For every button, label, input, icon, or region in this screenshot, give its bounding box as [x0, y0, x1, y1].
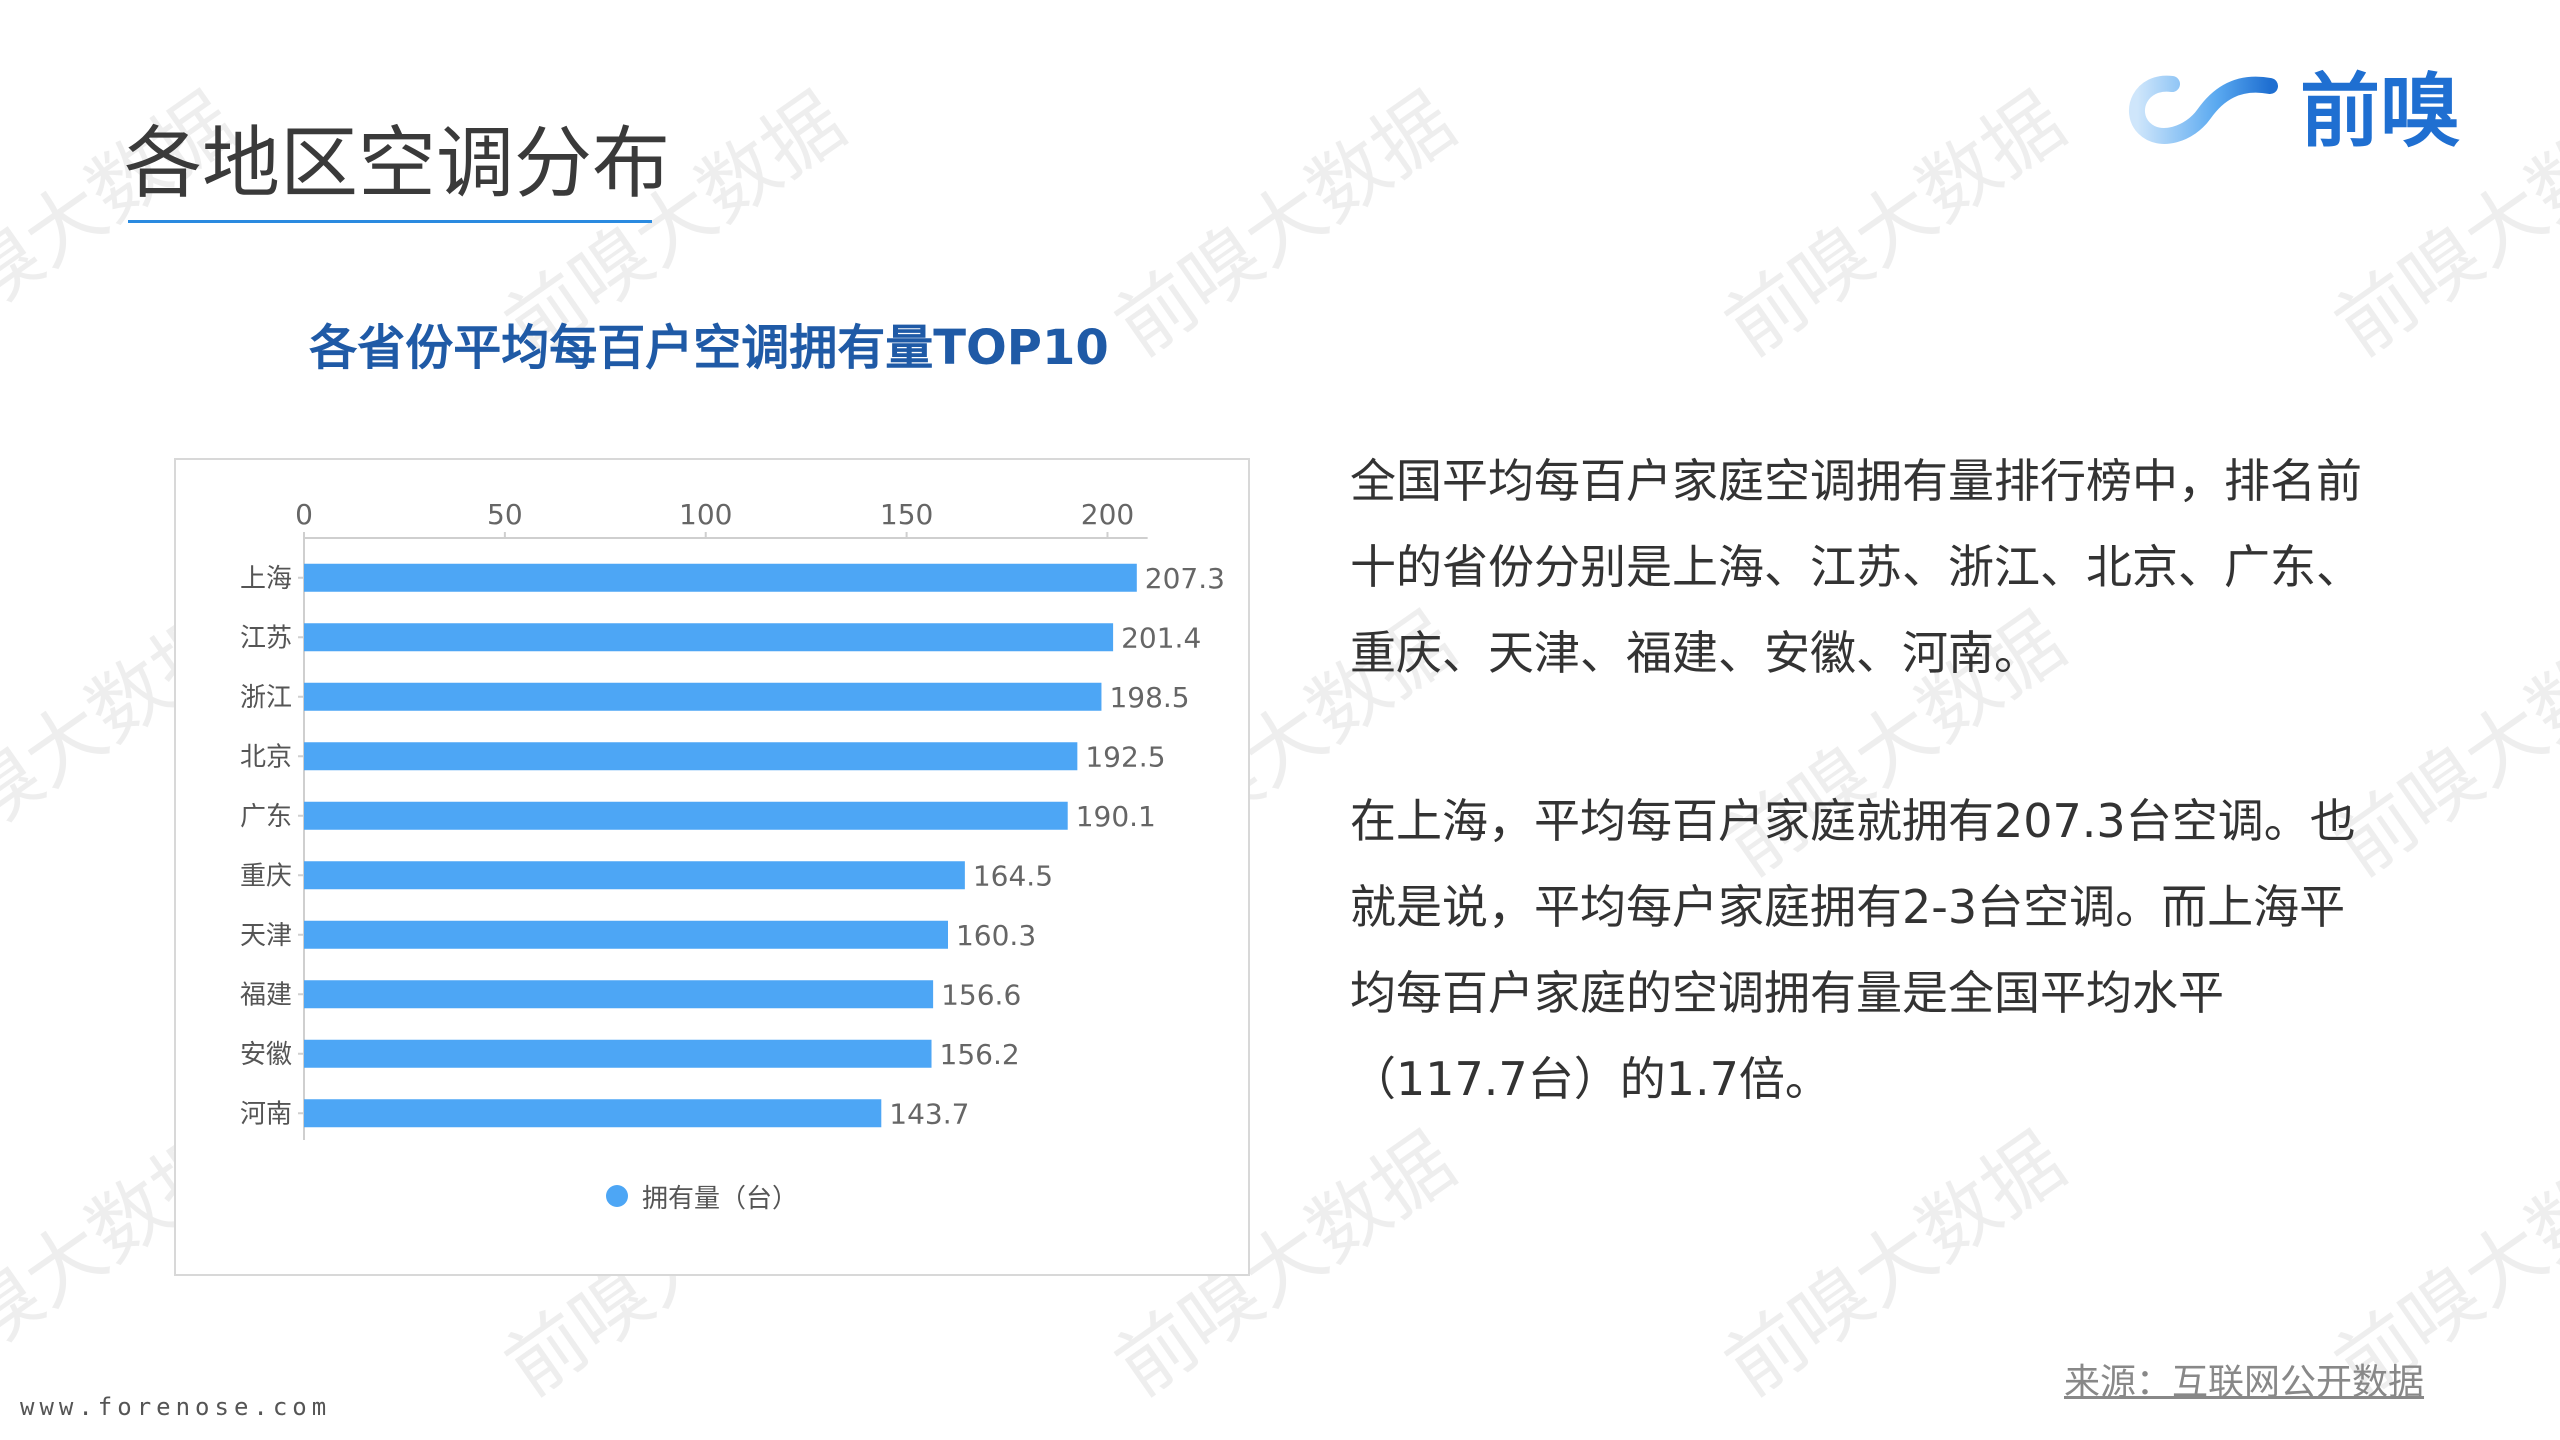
bar: [304, 801, 1068, 830]
data-label: 198.5: [1109, 681, 1189, 714]
bar: [304, 563, 1137, 592]
category-label: 浙江: [240, 683, 292, 713]
bar: [304, 1039, 932, 1068]
bar: [304, 742, 1078, 771]
watermark-text: 前嗅大数据: [1710, 1116, 2082, 1414]
legend-label: 拥有量（台）: [642, 1183, 799, 1214]
x-tick-label: 150: [880, 498, 933, 531]
category-label: 广东: [240, 802, 292, 832]
data-label: 190.1: [1076, 800, 1156, 833]
x-tick-label: 100: [679, 498, 732, 531]
category-label: 安徽: [240, 1040, 292, 1070]
data-label: 207.3: [1145, 562, 1225, 595]
data-label: 164.5: [973, 859, 1053, 892]
data-label: 156.2: [940, 1038, 1020, 1071]
bar: [304, 623, 1114, 652]
data-label: 143.7: [889, 1097, 969, 1130]
title-underline: [128, 220, 652, 223]
data-label: 160.3: [956, 919, 1036, 952]
x-tick-label: 50: [487, 498, 523, 531]
data-label: 156.6: [941, 978, 1021, 1011]
summary-paragraph-1: 全国平均每百户家庭空调拥有量排行榜中，排名前十的省份分别是上海、江苏、浙江、北京…: [1350, 454, 2362, 680]
data-label: 192.5: [1085, 740, 1165, 773]
page-title: 各地区空调分布: [124, 119, 671, 209]
category-label: 上海: [240, 564, 292, 594]
bar: [304, 1099, 882, 1128]
bar: [304, 682, 1102, 711]
source-link[interactable]: 来源：互联网公开数据: [2064, 1362, 2425, 1403]
category-label: 北京: [240, 742, 292, 772]
watermark-text: 前嗅大数据: [1710, 76, 2082, 374]
chart-legend: 拥有量（台）: [606, 1176, 798, 1216]
category-label: 重庆: [240, 861, 292, 891]
legend-dot-icon: [606, 1185, 628, 1207]
bar: [304, 980, 934, 1009]
category-label: 福建: [240, 980, 292, 1010]
brand-logo: 前嗅: [2120, 56, 2480, 166]
logo-wave-icon: [2129, 75, 2278, 144]
category-label: 天津: [240, 921, 292, 951]
category-label: 江苏: [240, 623, 292, 653]
summary-paragraph-2: 在上海，平均每百户家庭就拥有207.3台空调。也就是说，平均每户家庭拥有2-3台…: [1350, 794, 2356, 1106]
bar-chart: 0 50 100 150 200 上海 207.3 江苏 201.4 浙江 198.5 北京 192.5…: [174, 458, 1250, 1276]
x-tick-label: 200: [1081, 498, 1134, 531]
logo-text: 前嗅: [2300, 65, 2460, 158]
bar: [304, 861, 965, 890]
bar-chart-svg: 0 50 100 150 200 上海 207.3 江苏 201.4 浙江 198.5 北京 192.5…: [240, 498, 1225, 1140]
website-url[interactable]: www.forenose.com: [20, 1393, 332, 1421]
category-label: 河南: [240, 1099, 292, 1129]
data-label: 201.4: [1121, 621, 1201, 654]
chart-title: 各省份平均每百户空调拥有量TOP10: [309, 320, 1109, 376]
bar: [304, 920, 948, 949]
x-tick-label: 0: [295, 498, 313, 531]
